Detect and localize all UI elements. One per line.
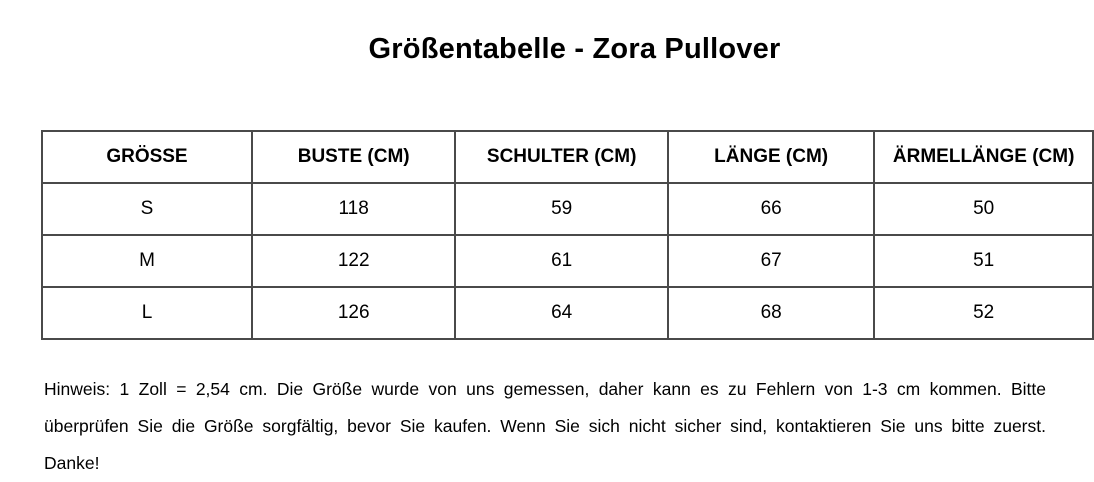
table-row-size-s: S 118 59 66 50	[41, 182, 1094, 236]
note-line-1: Hinweis: 1 Zoll = 2,54 cm. Die Größe wur…	[44, 379, 1046, 399]
cell-buste: 118	[250, 182, 457, 236]
note-line-2: überprüfen Sie die Größe sorgfältig, bev…	[44, 416, 1046, 436]
note-line-3: Danke!	[44, 453, 100, 473]
col-header-groesse: GRÖSSE	[41, 130, 253, 184]
table-row-size-m: M 122 61 67 51	[41, 234, 1094, 288]
cell-buste: 122	[250, 234, 457, 288]
measurement-note: Hinweis: 1 Zoll = 2,54 cm. Die Größe wur…	[44, 371, 1046, 482]
page-title: Größentabelle - Zora Pullover	[368, 33, 781, 65]
cell-size: S	[41, 182, 253, 236]
cell-schulter: 61	[454, 234, 669, 288]
cell-schulter: 64	[454, 286, 669, 340]
cell-laenge: 67	[666, 234, 876, 288]
col-header-laenge: LÄNGE (CM)	[666, 130, 876, 184]
cell-aermellaenge: 50	[873, 182, 1094, 236]
cell-buste: 126	[250, 286, 457, 340]
cell-laenge: 66	[666, 182, 876, 236]
cell-schulter: 59	[454, 182, 669, 236]
table-row-size-l: L 126 64 68 52	[41, 286, 1094, 340]
col-header-buste: BUSTE (CM)	[250, 130, 457, 184]
col-header-schulter: SCHULTER (CM)	[454, 130, 669, 184]
col-header-aermellaenge: ÄRMELLÄNGE (CM)	[873, 130, 1094, 184]
size-table: GRÖSSE BUSTE (CM) SCHULTER (CM) LÄNGE (C…	[41, 130, 1094, 340]
cell-size: M	[41, 234, 253, 288]
cell-aermellaenge: 52	[873, 286, 1094, 340]
cell-size: L	[41, 286, 253, 340]
cell-laenge: 68	[666, 286, 876, 340]
table-header-row: GRÖSSE BUSTE (CM) SCHULTER (CM) LÄNGE (C…	[41, 130, 1094, 184]
cell-aermellaenge: 51	[873, 234, 1094, 288]
